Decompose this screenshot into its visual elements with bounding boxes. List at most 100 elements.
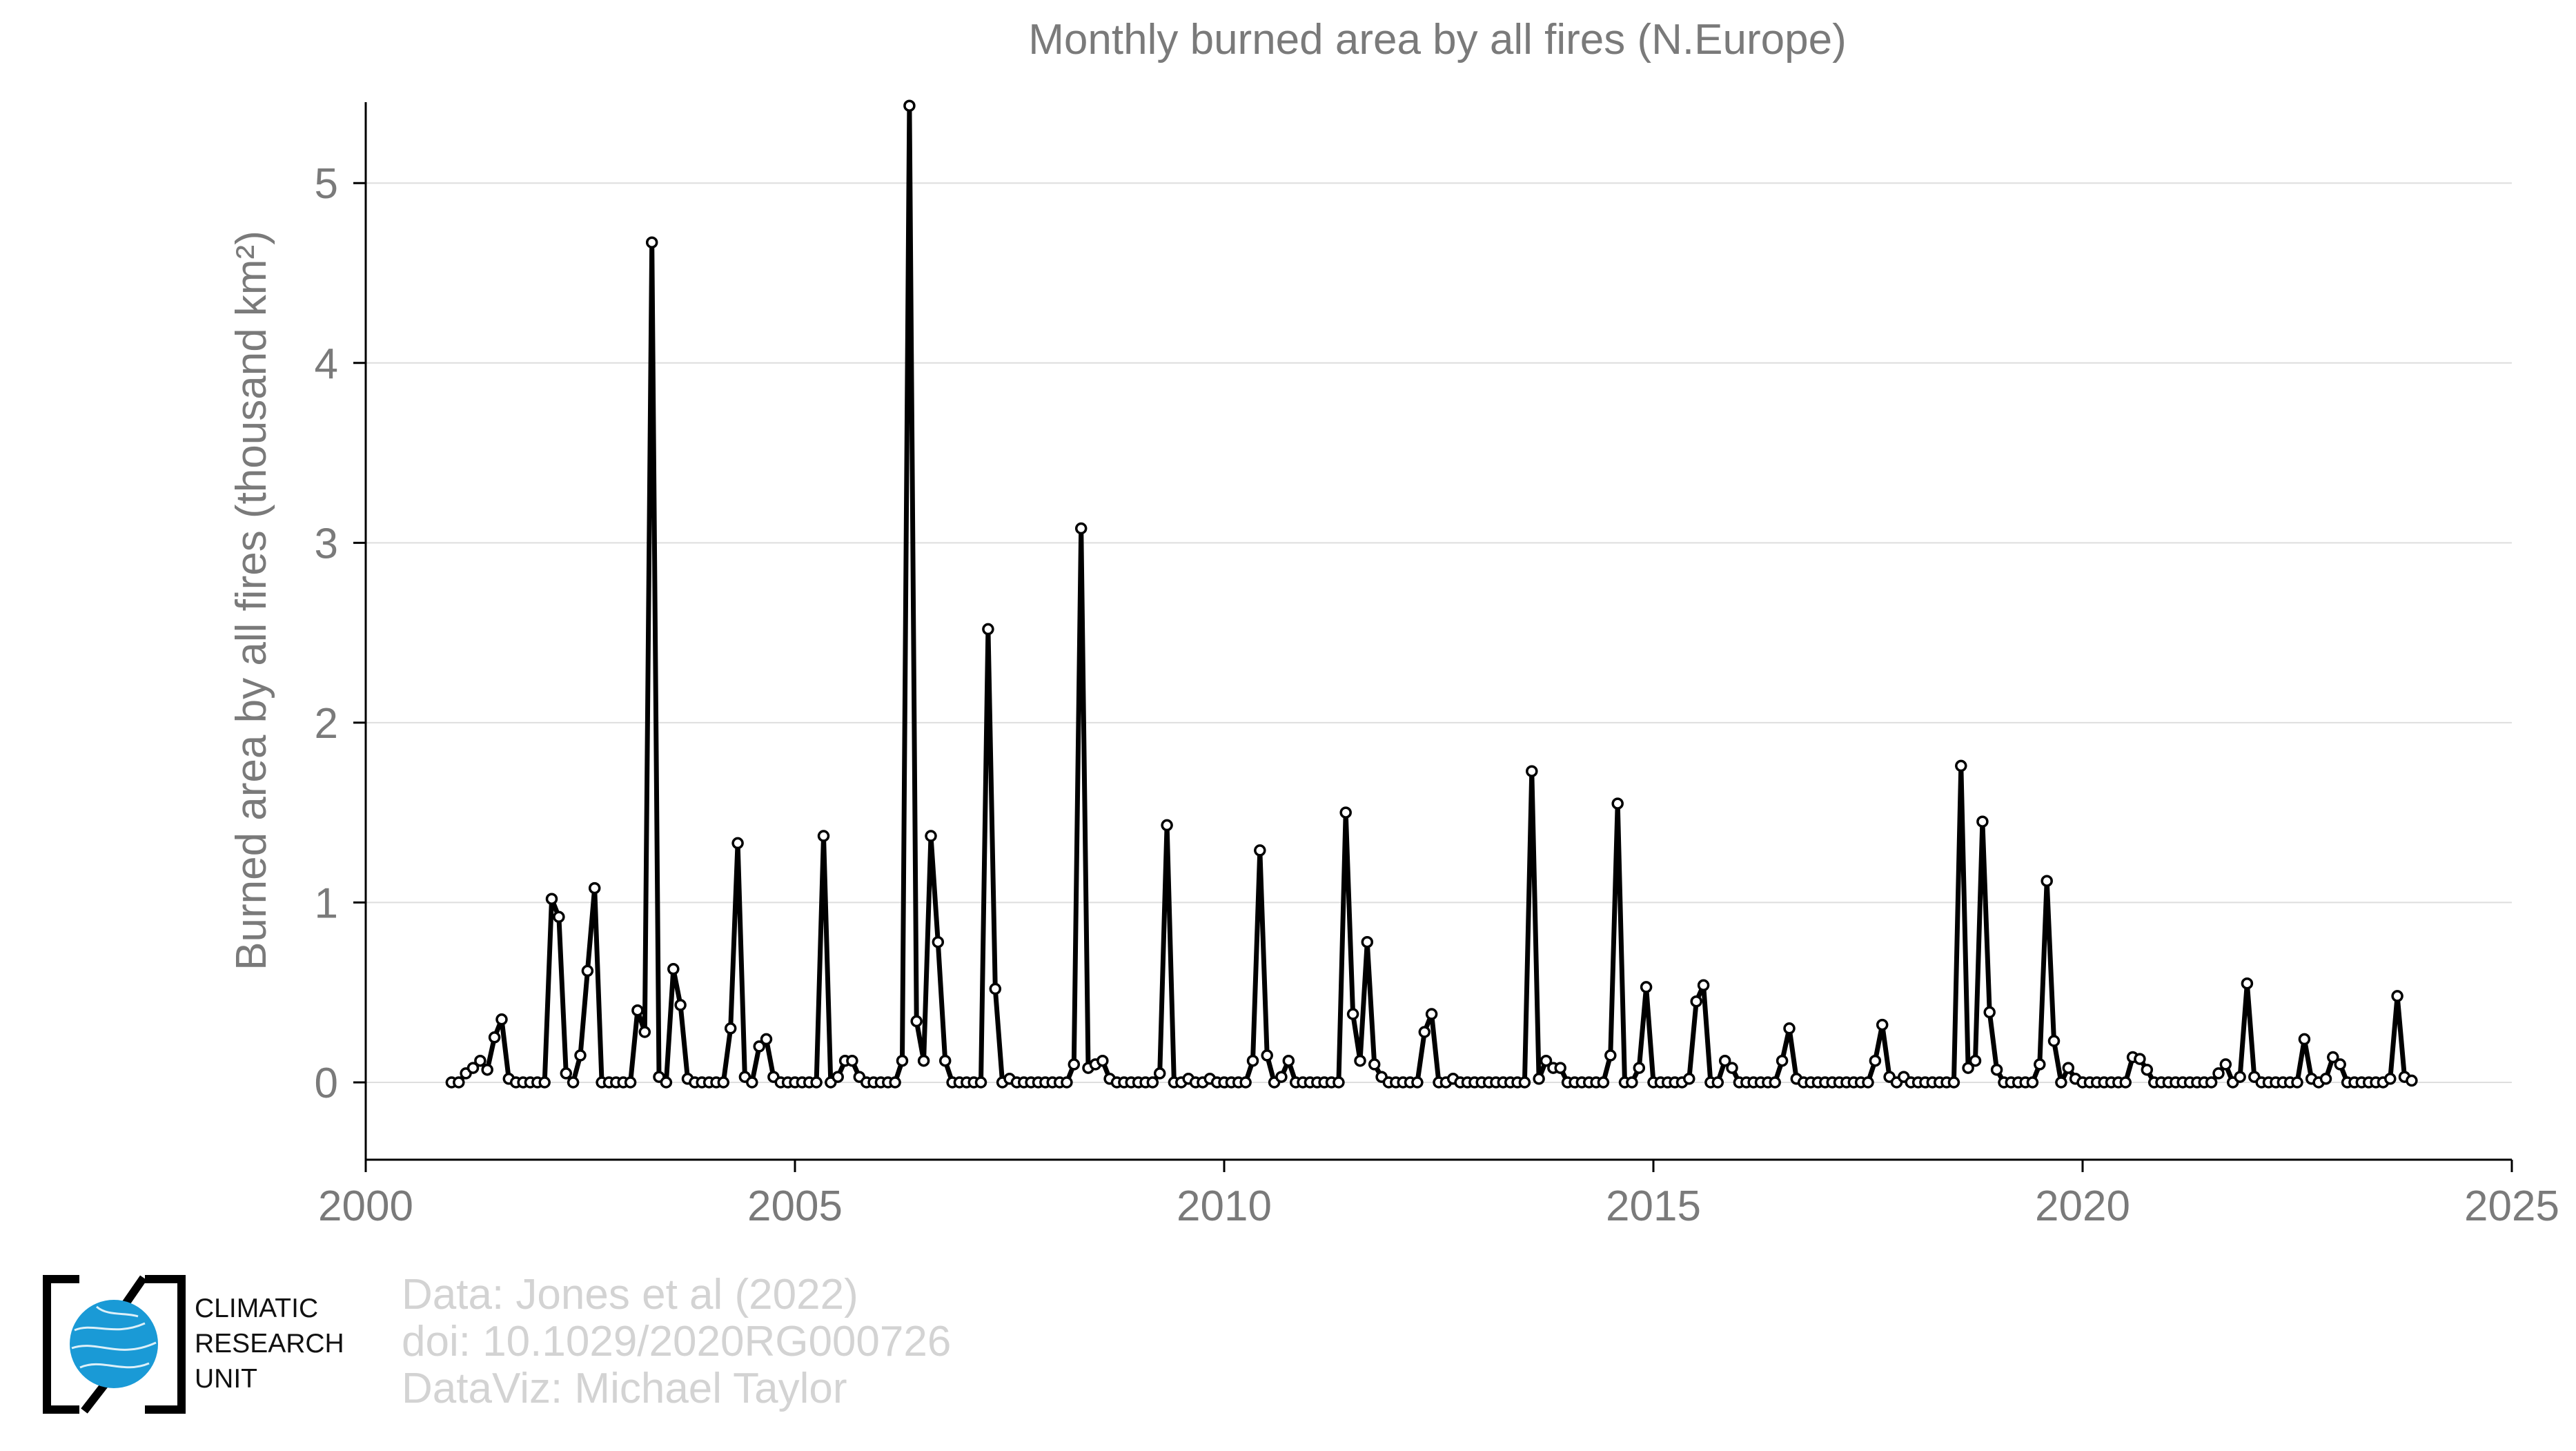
data-point (2141, 1063, 2154, 1076)
data-point (925, 830, 937, 842)
data-point (938, 1054, 952, 1067)
data-point (1990, 1063, 2003, 1076)
data-point (1254, 844, 1266, 857)
data-point (1146, 1076, 1159, 1089)
chart-title: Monthly burned area by all fires (N.Euro… (1028, 16, 1846, 64)
data-point (1769, 1076, 1781, 1089)
y-tick-label-4: 4 (315, 340, 338, 388)
y-tick-label-0: 0 (315, 1060, 338, 1107)
data-point (2391, 990, 2403, 1002)
axes (364, 102, 2512, 1161)
y-tick-label-3: 3 (315, 520, 338, 567)
data-point (2055, 1076, 2067, 1089)
data-point (2219, 1058, 2232, 1071)
data-point (1640, 981, 1653, 993)
data-point (1282, 1054, 1295, 1067)
data-point (1074, 522, 1088, 535)
data-point (1876, 1018, 1889, 1031)
x-tick-label-2010: 2010 (1177, 1182, 1272, 1230)
data-point (1969, 1054, 1982, 1067)
data-point (545, 893, 558, 905)
data-point (753, 1040, 765, 1053)
data-point (1697, 979, 1710, 992)
data-point (2134, 1053, 2146, 1065)
data-point (1533, 1073, 1545, 1085)
data-point (746, 1076, 758, 1089)
data-point (1633, 1062, 1646, 1074)
data-point (453, 1076, 465, 1089)
data-point (1246, 1054, 1259, 1067)
data-point (2205, 1076, 2218, 1089)
data-point (1947, 1076, 1960, 1089)
data-point (2212, 1067, 2225, 1080)
data-point (1983, 1006, 1996, 1019)
data-point (631, 1004, 644, 1017)
data-point (1554, 1062, 1566, 1074)
data-point (1683, 1073, 1695, 1085)
data-point (932, 935, 945, 948)
data-point (1869, 1054, 1882, 1067)
data-point (1361, 935, 1374, 948)
data-credits: Data: Jones et al (2022) doi: 10.1029/20… (402, 1272, 951, 1412)
y-tick-label-2: 2 (315, 700, 338, 748)
data-point (1239, 1076, 1252, 1089)
data-point (1275, 1071, 1288, 1083)
data-point (1068, 1058, 1081, 1071)
data-point (1368, 1058, 1381, 1071)
data-point (760, 1033, 773, 1046)
data-point (2034, 1058, 2046, 1071)
y-axis-ticks: 0 1 2 3 4 5 (315, 160, 366, 1107)
data-point (581, 964, 594, 977)
data-point (1955, 759, 1967, 772)
data-point (553, 910, 565, 924)
data-point (1346, 1008, 1359, 1020)
data-point (474, 1054, 486, 1067)
logo-line-3: UNIT (195, 1364, 257, 1394)
x-tick-label-2005: 2005 (747, 1182, 843, 1230)
data-point (674, 999, 687, 1011)
data-point (660, 1076, 673, 1089)
data-point (2384, 1073, 2397, 1085)
logo-text: CLIMATIC RESEARCH UNIT (195, 1291, 344, 1396)
data-point (731, 837, 744, 850)
data-point (717, 1076, 730, 1089)
data-point (846, 1054, 858, 1067)
data-point (488, 1031, 501, 1044)
data-point (588, 882, 601, 895)
gridlines (366, 182, 2512, 1083)
y-tick-label-1: 1 (315, 879, 338, 927)
data-point (2291, 1076, 2303, 1089)
data-point (1540, 1054, 1553, 1067)
data-point (1354, 1054, 1366, 1067)
data-point (982, 623, 994, 636)
x-axis-ticks: 2000 2005 2010 2015 2020 2025 (318, 1160, 2559, 1230)
data-point (1097, 1054, 1109, 1067)
climatic-research-unit-logo (41, 1274, 190, 1419)
data-point (574, 1049, 587, 1062)
data-point (1339, 806, 1352, 819)
data-point (1611, 797, 1624, 810)
data-point (1604, 1049, 1617, 1062)
data-point (724, 1022, 737, 1035)
x-tick-label-2025: 2025 (2464, 1182, 2559, 1230)
data-point (567, 1076, 580, 1089)
data-point (889, 1076, 901, 1089)
data-point (910, 1015, 923, 1028)
data-point (2119, 1076, 2132, 1089)
data-point (917, 1054, 930, 1067)
data-point (2319, 1073, 2332, 1085)
data-point (1261, 1049, 1273, 1062)
data-point (1333, 1076, 1345, 1089)
data-point (495, 1013, 508, 1026)
data-point (1690, 995, 1702, 1008)
data-point (1526, 765, 1538, 777)
data-point (560, 1067, 573, 1080)
data-point (2406, 1074, 2418, 1087)
data-point (645, 236, 658, 249)
data-point (1153, 1067, 1166, 1080)
x-tick-label-2000: 2000 (318, 1182, 413, 1230)
data-point (1862, 1076, 1874, 1089)
logo-line-1: CLIMATIC (195, 1294, 319, 1323)
data-point (1726, 1062, 1738, 1074)
data-point (2047, 1035, 2061, 1047)
